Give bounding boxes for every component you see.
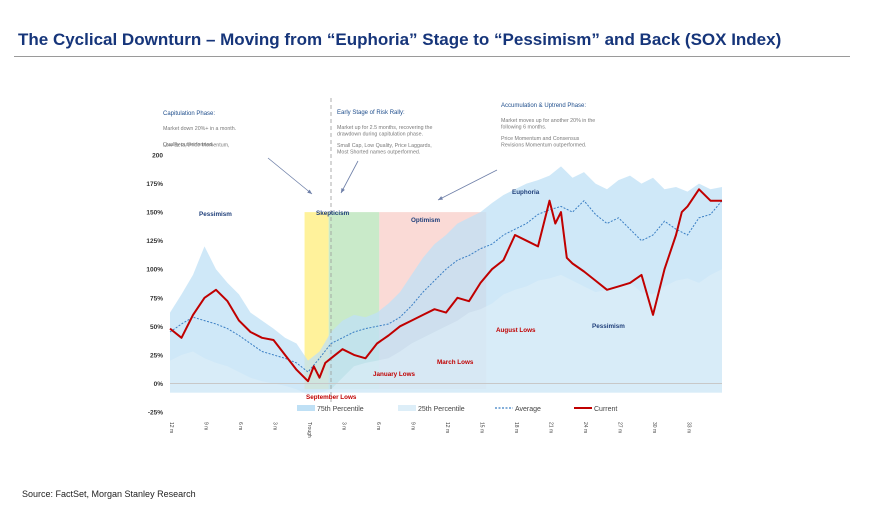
y-tick-label: 175% bbox=[146, 181, 163, 188]
x-tick-label: 18 m bbox=[513, 422, 519, 433]
arrow-accumulation-shaft bbox=[437, 169, 498, 201]
arrow-capitulation-shaft bbox=[267, 157, 313, 195]
note-accumulation-line: Revisions Momentum outperformed. bbox=[501, 143, 586, 149]
x-tick-label: 21 m bbox=[548, 422, 554, 433]
note-early-rally-line: drawdown during capitulation phase. bbox=[337, 132, 423, 138]
legend-swatch bbox=[297, 405, 315, 411]
arrow-capitulation-head bbox=[307, 189, 312, 194]
series-lines bbox=[169, 188, 723, 383]
percentile-bands bbox=[170, 166, 722, 395]
x-tick-label: 12 m bbox=[168, 422, 174, 433]
annotation-pessimism-left: Pessimism bbox=[199, 211, 232, 218]
line-current bbox=[169, 188, 722, 383]
annotation-september-lows: September Lows bbox=[306, 394, 357, 401]
x-tick-label: 27 m bbox=[617, 422, 623, 433]
note-early-rally-line: Market up for 2.5 months, recovering the bbox=[337, 125, 432, 131]
phase-notes: Capitulation Phase: Market down 20%+ in a… bbox=[163, 103, 595, 201]
x-tick-label: 12 m bbox=[444, 422, 450, 433]
chart-title: The Cyclical Downturn – Moving from “Eup… bbox=[18, 30, 782, 49]
note-accumulation-line: following 6 months. bbox=[501, 125, 546, 131]
note-accumulation-heading: Accumulation & Uptrend Phase: bbox=[501, 103, 586, 109]
title-divider bbox=[14, 56, 850, 57]
x-tick-label: 33 m bbox=[686, 422, 692, 433]
y-tick-label: 50% bbox=[150, 324, 163, 331]
x-tick-label: Trough bbox=[306, 422, 312, 438]
annotation-january-lows: January Lows bbox=[373, 371, 415, 378]
annotation-march-lows: March Lows bbox=[437, 359, 474, 366]
x-tick-label: 6 m bbox=[237, 422, 243, 430]
note-accumulation-line: Market moves up for another 20% in the bbox=[501, 118, 595, 124]
legend-label: Average bbox=[515, 406, 541, 413]
note-early-rally-heading: Early Stage of Risk Rally: bbox=[337, 110, 405, 116]
y-tick-label: -25% bbox=[148, 410, 163, 417]
legend: 75th Percentile 25th Percentile Average Cur… bbox=[297, 405, 617, 413]
annotation-pessimism-right: Pessimism bbox=[592, 323, 625, 330]
note-capitulation-line: Quality outperformed. bbox=[163, 142, 214, 148]
y-tick-label: 150% bbox=[146, 210, 163, 217]
annotation-skepticism: Skepticism bbox=[316, 210, 350, 217]
note-capitulation-line: Low Beta, Price Momentum, bbox=[163, 143, 230, 149]
note-capitulation-line: Market down 20%+ in a month. bbox=[163, 126, 236, 132]
line-average bbox=[169, 199, 723, 373]
source-note: Source: FactSet, Morgan Stanley Research bbox=[22, 489, 196, 499]
x-tick-label: 15 m bbox=[479, 422, 485, 433]
y-tick-label: 25% bbox=[150, 352, 163, 359]
note-capitulation-heading: Capitulation Phase: bbox=[163, 111, 215, 117]
x-tick-label: 9 m bbox=[410, 422, 416, 430]
y-tick-label: 0% bbox=[154, 381, 164, 388]
x-tick-label: 6 m bbox=[375, 422, 381, 430]
legend-label: Current bbox=[594, 406, 617, 413]
arrow-early-rally-head bbox=[341, 188, 345, 193]
x-tick-label: 3 m bbox=[341, 422, 347, 430]
note-early-rally-line: Most Shorted names outperformed. bbox=[337, 150, 420, 156]
x-tick-label: 24 m bbox=[582, 422, 588, 433]
note-accumulation-line: Price Momentum and Consensus bbox=[501, 136, 580, 142]
y-tick-label: 125% bbox=[146, 238, 163, 245]
x-tick-label: 3 m bbox=[272, 422, 278, 430]
arrow-early-rally-shaft bbox=[340, 160, 359, 194]
annotations: Pessimism Skepticism Optimism Euphoria Pessi… bbox=[199, 189, 625, 401]
axes: 200 175% 150% 125% 100% 75% 50% 25% 0% -25% 12 m 9 … bbox=[146, 98, 722, 438]
legend-label: 75th Percentile bbox=[317, 406, 364, 413]
legend-swatch bbox=[398, 405, 416, 411]
x-tick-label: 9 m bbox=[203, 422, 209, 430]
note-early-rally-line: Small Cap, Low Quality, Price Laggards, bbox=[337, 143, 432, 149]
arrow-accumulation-head bbox=[438, 196, 443, 200]
y-tick-label: 100% bbox=[146, 267, 163, 274]
band-25th-percentile bbox=[170, 269, 722, 395]
x-tick-label: 30 m bbox=[651, 422, 657, 433]
annotation-optimism: Optimism bbox=[411, 217, 440, 224]
legend-label: 25th Percentile bbox=[418, 406, 465, 413]
annotation-euphoria: Euphoria bbox=[512, 189, 540, 196]
y-tick-label: 75% bbox=[150, 295, 163, 302]
y-tick-label: 200 bbox=[152, 153, 163, 160]
annotation-august-lows: August Lows bbox=[496, 327, 536, 334]
